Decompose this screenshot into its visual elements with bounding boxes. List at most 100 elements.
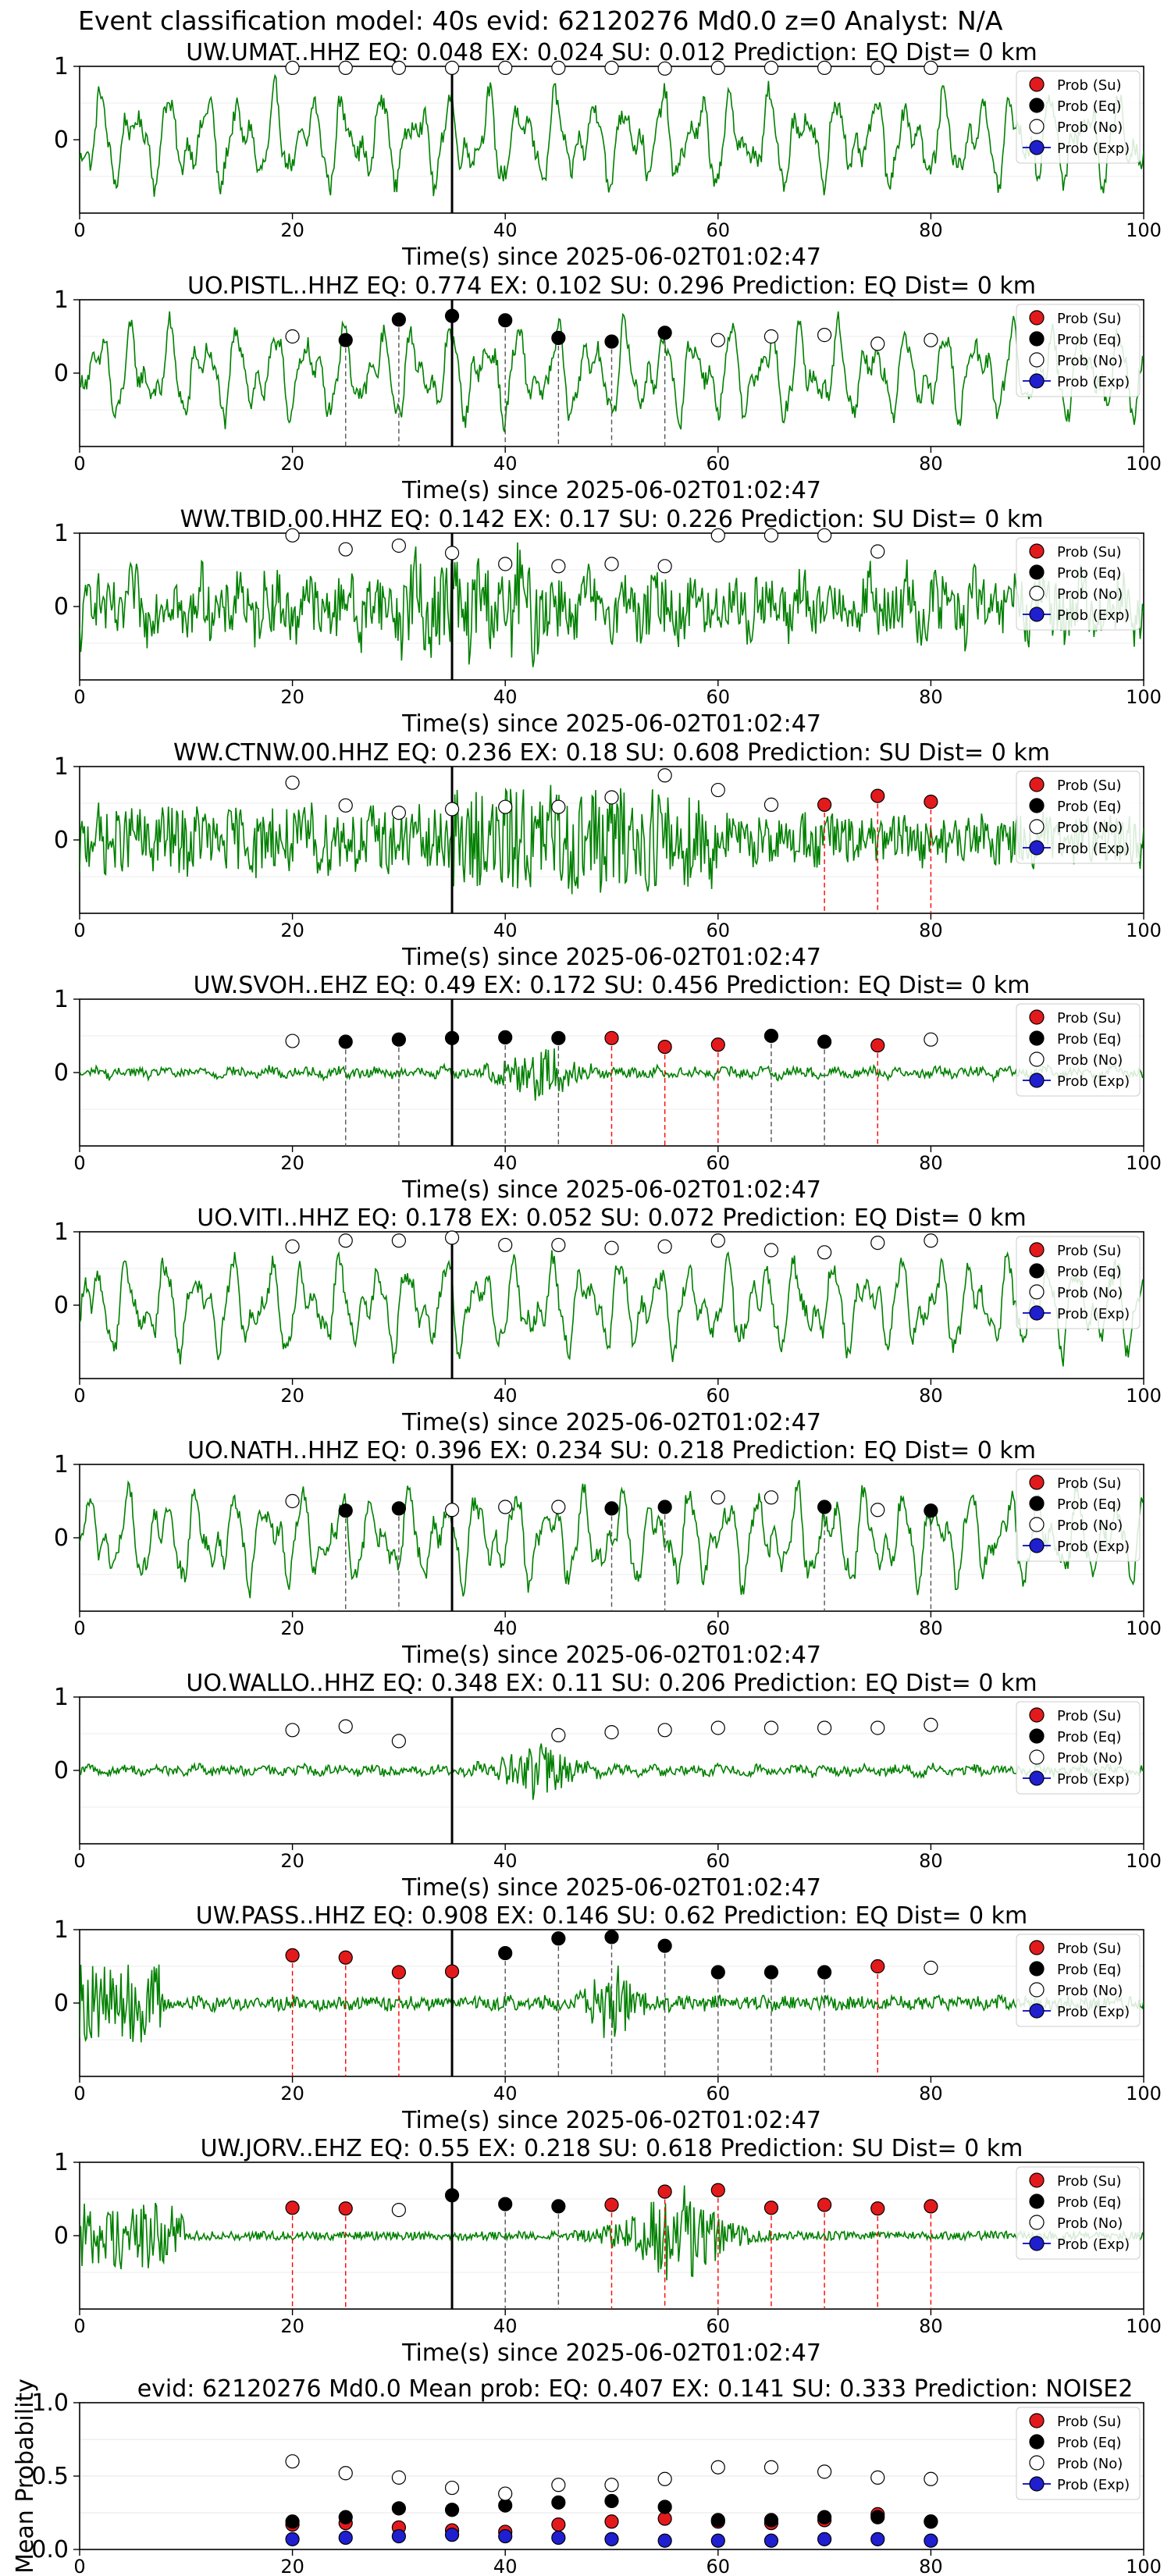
- prob-marker-eq: [817, 1500, 832, 1514]
- x-tick-label: 100: [1126, 1850, 1162, 1872]
- legend-box: [1016, 2407, 1141, 2500]
- x-tick-label: 20: [280, 920, 304, 941]
- prob-marker-no: [657, 559, 672, 574]
- prob-marker-no: [604, 1725, 619, 1740]
- prob-marker-su: [924, 2199, 938, 2214]
- prob-marker-no: [817, 528, 832, 543]
- subplot-3: 0 20 40 60 80 100 0 1 WW.TBID.00.HHZ EQ: 0.142 E…: [54, 506, 1162, 738]
- x-tick-label: 100: [1126, 453, 1162, 475]
- legend-box: [1016, 304, 1141, 397]
- prob-marker-no: [551, 559, 566, 574]
- prob-marker-no: [391, 2203, 406, 2218]
- legend-label: Prob (No): [1057, 2215, 1123, 2232]
- prob-marker-no: [763, 60, 779, 75]
- x-tick-label: 40: [493, 453, 518, 475]
- prob-marker-no: [817, 60, 832, 75]
- legend-box: [1016, 2166, 1141, 2260]
- x-tick-label: 40: [493, 2556, 518, 2576]
- x-axis-label: Time(s) since 2025-06-02T01:02:47: [401, 2107, 821, 2134]
- mean-marker-exp: [870, 2532, 885, 2546]
- x-axis-label: Time(s) since 2025-06-02T01:02:47: [401, 1874, 821, 1902]
- subplot-9: 0 20 40 60 80 100 0 1 UW.PASS..HHZ EQ: 0.908 EX:…: [54, 1902, 1162, 2134]
- x-tick-label: 20: [280, 219, 304, 241]
- legend-marker: [1029, 310, 1045, 326]
- prob-marker-no: [870, 336, 885, 351]
- mean-marker-exp: [285, 2532, 300, 2546]
- legend-label: Prob (Eq): [1057, 1496, 1122, 1513]
- prob-marker-no: [763, 1720, 779, 1735]
- prob-marker-no: [391, 538, 406, 553]
- prob-marker-no: [604, 1240, 619, 1255]
- legend-label: Prob (Eq): [1057, 332, 1122, 348]
- legend-marker: [1029, 76, 1045, 92]
- prob-marker-no: [444, 546, 460, 560]
- legend-box: [1016, 537, 1141, 631]
- prob-marker-eq: [710, 1965, 725, 1980]
- prob-marker-no: [338, 798, 353, 813]
- x-axis-label: Time(s) since 2025-06-02T01:02:47: [401, 477, 821, 504]
- prob-marker-su: [657, 2184, 672, 2199]
- subplot-title: UW.SVOH..EHZ EQ: 0.49 EX: 0.172 SU: 0.45…: [194, 972, 1030, 999]
- prob-marker-no: [657, 1723, 672, 1738]
- legend-label: Prob (Eq): [1057, 2435, 1122, 2451]
- x-tick-label: 100: [1126, 2083, 1162, 2105]
- mean-marker-exp: [924, 2533, 938, 2548]
- prob-marker-su: [604, 2197, 619, 2212]
- x-tick-label: 60: [707, 1152, 731, 1174]
- legend-label: Prob (Exp): [1057, 1771, 1130, 1788]
- waveform-trace: [80, 1250, 1144, 1367]
- legend-label: Prob (Su): [1057, 1243, 1122, 1259]
- y-tick-label: 0.0: [31, 2536, 69, 2564]
- prob-marker-su: [870, 788, 885, 803]
- legend-marker: [1029, 543, 1045, 559]
- y-tick-label: 1: [54, 753, 69, 781]
- prob-marker-eq: [657, 326, 672, 340]
- prob-marker-su: [817, 797, 832, 812]
- legend-label: Prob (Exp): [1057, 141, 1130, 157]
- legend-marker: [1029, 607, 1045, 622]
- x-axis-label: Time(s) since 2025-06-02T01:02:47: [401, 2339, 821, 2367]
- x-tick-label: 100: [1126, 686, 1162, 708]
- prob-marker-eq: [444, 2188, 460, 2203]
- legend-label: Prob (No): [1057, 586, 1123, 603]
- prob-marker-eq: [604, 1501, 619, 1516]
- prob-marker-no: [498, 1237, 513, 1253]
- prob-marker-no: [817, 1245, 832, 1260]
- legend-label: Prob (Eq): [1057, 1264, 1122, 1280]
- x-tick-label: 40: [493, 2083, 518, 2105]
- legend-label: Prob (Eq): [1057, 2194, 1122, 2211]
- legend-marker: [1029, 1030, 1045, 1046]
- mean-marker-eq: [710, 2513, 725, 2528]
- x-tick-label: 0: [73, 1850, 85, 1872]
- prob-marker-eq: [498, 1945, 513, 1961]
- subplot-title: WW.TBID.00.HHZ EQ: 0.142 EX: 0.17 SU: 0.…: [180, 506, 1044, 533]
- mean-marker-no: [391, 2470, 406, 2485]
- axes-frame: [79, 66, 1144, 214]
- legend-label: Prob (No): [1057, 820, 1123, 836]
- prob-marker-eq: [763, 1028, 779, 1044]
- prob-marker-no: [338, 60, 353, 75]
- legend-marker: [1029, 119, 1045, 134]
- prob-marker-eq: [498, 1030, 513, 1044]
- prob-marker-no: [710, 333, 725, 347]
- subplot-6: 0 20 40 60 80 100 0 1 UO.VITI..HHZ EQ: 0.178 EX:…: [54, 1204, 1162, 1436]
- legend-marker: [1029, 1538, 1045, 1553]
- prob-marker-no: [710, 528, 725, 543]
- mean-marker-exp: [551, 2530, 566, 2546]
- legend-label: Prob (No): [1057, 1983, 1123, 1999]
- prob-marker-no: [924, 1032, 938, 1047]
- legend-label: Prob (Exp): [1057, 607, 1130, 624]
- prob-marker-no: [285, 60, 300, 75]
- mean-marker-su: [551, 2517, 566, 2532]
- x-tick-label: 40: [493, 1850, 518, 1872]
- prob-marker-no: [551, 1237, 566, 1253]
- x-tick-label: 60: [707, 453, 731, 475]
- prob-marker-eq: [551, 1030, 566, 1045]
- legend-marker: [1029, 1242, 1045, 1258]
- prob-marker-no: [551, 799, 566, 814]
- mean-marker-no: [870, 2470, 885, 2485]
- mean-marker-exp: [444, 2528, 460, 2542]
- legend-label: Prob (Su): [1057, 2414, 1122, 2430]
- prob-marker-no: [763, 1243, 779, 1258]
- x-tick-label: 100: [1126, 219, 1162, 241]
